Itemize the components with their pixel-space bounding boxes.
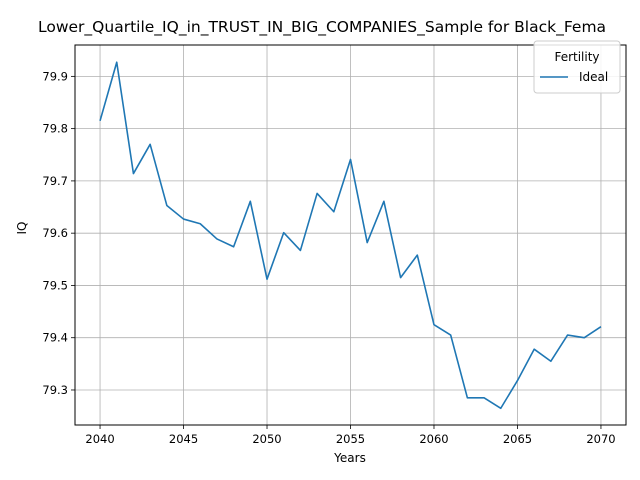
x-tick-label: 2050 [252,432,281,446]
y-tick-label: 79.7 [42,174,68,188]
legend-box [533,40,621,94]
x-tick-label: 2070 [586,432,615,446]
legend-title: Fertility [554,50,599,64]
y-tick-label: 79.4 [42,331,68,345]
grid [75,45,626,425]
y-tick-label: 79.3 [42,383,68,397]
chart-title: Lower_Quartile_IQ_in_TRUST_IN_BIG_COMPAN… [38,18,606,37]
x-tick-label: 2045 [169,432,198,446]
x-axis-label: Years [333,451,366,465]
y-tick-label: 79.9 [42,69,68,83]
y-tick-label: 79.5 [42,278,68,292]
y-tick-label: 79.6 [42,226,68,240]
x-tick-label: 2055 [336,432,365,446]
y-tick-label: 79.8 [42,122,68,136]
series-line-ideal [99,61,602,410]
x-tick-label: 2065 [503,432,532,446]
y-axis-label: IQ [15,222,29,235]
x-tick-label: 2040 [85,432,114,446]
legend: Fertility Ideal [533,40,621,94]
x-tick-label: 2060 [419,432,448,446]
axis-ticks: 2040 2045 2050 2055 2060 2065 2070 79.3 79.4 79.5… [42,69,615,446]
series-lines [99,61,602,410]
legend-label: Ideal [579,70,608,84]
